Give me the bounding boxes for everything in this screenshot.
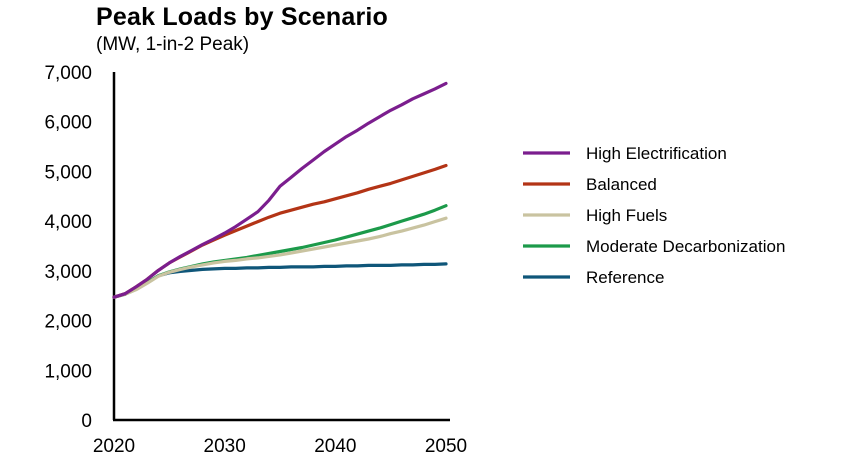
y-tick-label: 0 (81, 411, 92, 432)
y-tick-label: 5,000 (44, 162, 92, 183)
series-line-high-electrification (112, 81, 448, 299)
y-tick-label: 6,000 (44, 113, 92, 134)
series-line-high-fuels (112, 216, 448, 299)
y-tick-label: 4,000 (44, 212, 92, 233)
legend-label: Moderate Decarbonization (586, 237, 785, 256)
plot-lines (112, 81, 448, 299)
x-axis-ticks: 2020 2030 2040 2050 (93, 436, 467, 457)
axes (112, 72, 450, 422)
x-tick-label: 2040 (314, 436, 356, 457)
legend-label: High Electrification (586, 144, 727, 163)
y-tick-label: 1,000 (44, 361, 92, 382)
x-tick-label: 2020 (93, 436, 135, 457)
series-line-moderate-decarbonization (112, 204, 448, 299)
chart-title: Peak Loads by Scenario (96, 3, 389, 31)
y-tick-label: 2,000 (44, 312, 92, 333)
x-tick-label: 2030 (204, 436, 246, 457)
y-tick-label: 3,000 (44, 262, 92, 283)
legend: High Electrification Balanced High Fuels Mo… (523, 144, 785, 287)
legend-label: High Fuels (586, 206, 667, 225)
legend-label: Reference (586, 268, 664, 287)
series-line-reference (112, 262, 448, 299)
legend-label: Balanced (586, 175, 657, 194)
chart-subtitle: (MW, 1-in-2 Peak) (96, 34, 250, 55)
y-axis-ticks: 0 1,000 2,000 3,000 4,000 5,000 6,000 7,000 (44, 63, 92, 432)
x-tick-label: 2050 (425, 436, 467, 457)
y-tick-label: 7,000 (44, 63, 92, 84)
